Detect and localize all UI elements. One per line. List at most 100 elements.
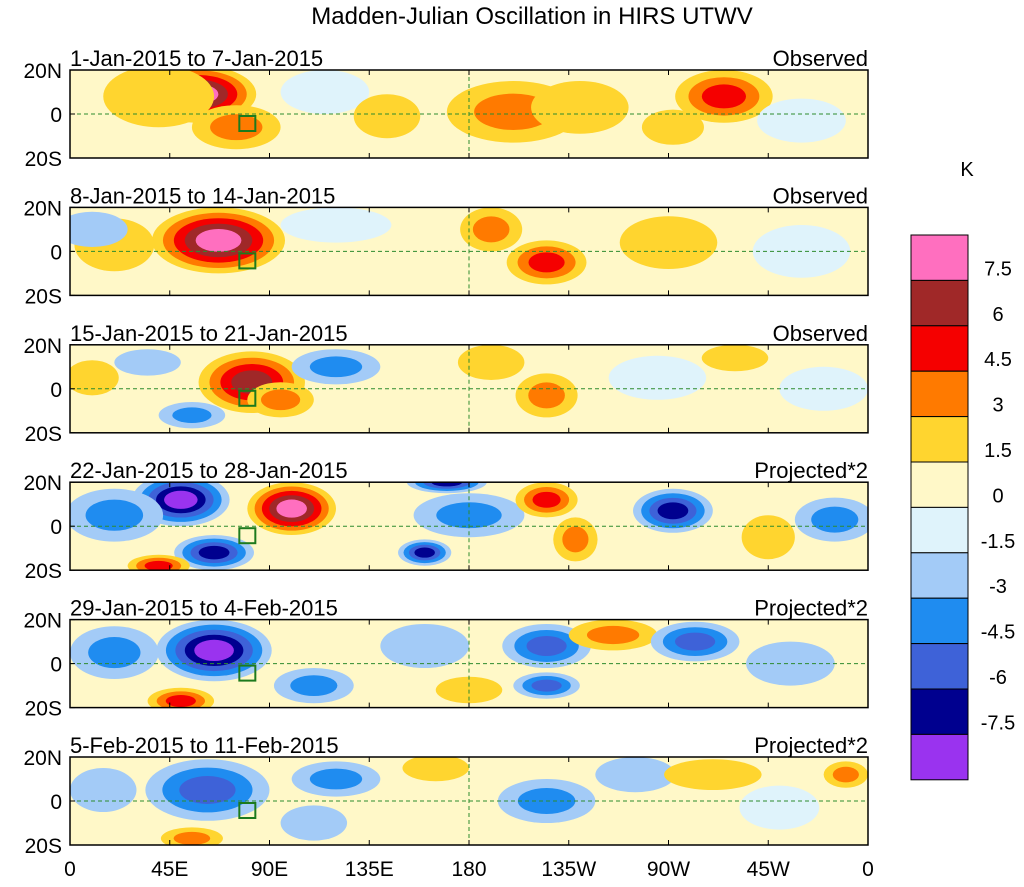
anomaly-field: [103, 70, 846, 150]
anomaly-blob: [741, 515, 795, 560]
colorbar-swatch: [910, 370, 969, 418]
y-tick-label: 20S: [25, 560, 62, 583]
map-panel: 20N 0 20S 29-Jan-2015 to 4-Feb-2015 Projecte…: [23, 596, 869, 721]
anomaly-blob: [247, 482, 336, 535]
y-tick-label: 0: [50, 104, 62, 127]
contour-band: [739, 785, 820, 830]
anomaly-blob: [145, 759, 270, 821]
anomaly-blob: [633, 488, 713, 533]
contour-band: [619, 216, 718, 269]
contour-band: [664, 759, 762, 790]
contour-band: [165, 695, 196, 707]
y-tick-label: 20N: [23, 472, 62, 495]
anomaly-field: [70, 619, 835, 708]
anomaly-blob: [147, 687, 215, 708]
panel-period-label: 15-Jan-2015 to 21-Jan-2015: [70, 321, 348, 346]
anomaly-blob: [114, 349, 181, 376]
contour-band: [832, 766, 859, 783]
contour-band: [210, 114, 263, 141]
contour-band: [779, 366, 868, 411]
anomaly-blob: [280, 207, 392, 243]
y-tick-label: 0: [50, 241, 62, 264]
anomaly-blob: [160, 827, 223, 845]
contour-band: [528, 382, 565, 409]
contour-band: [757, 98, 846, 143]
y-tick-label: 20S: [25, 423, 62, 446]
colorbar-swatch: [910, 643, 969, 690]
colorbar-label: 4.5: [984, 349, 1012, 371]
y-tick-label: 20N: [23, 747, 62, 770]
colorbar-swatch: [910, 416, 969, 463]
contour-band: [457, 344, 525, 380]
anomaly-blob: [513, 672, 580, 699]
panel-kind-label: Projected*2: [754, 458, 868, 483]
anomaly-blob: [779, 366, 868, 411]
contour-band: [746, 641, 835, 686]
colorbar-units: K: [960, 159, 974, 181]
contour-band: [532, 491, 561, 508]
y-tick-label: 20N: [23, 335, 62, 358]
anomaly-blob: [353, 94, 421, 139]
contour-band: [562, 526, 589, 553]
panel-kind-label: Projected*2: [754, 596, 868, 621]
contour-band: [586, 625, 640, 645]
y-tick-label: 20S: [25, 285, 62, 308]
contour-band: [309, 768, 363, 790]
anomaly-blob: [568, 619, 658, 651]
contour-band: [811, 506, 859, 533]
colorbar-swatch: [910, 597, 969, 645]
colorbar-label: 0: [992, 485, 1003, 507]
colorbar-swatch: [910, 234, 969, 281]
anomaly-blob: [595, 757, 676, 793]
x-tick-label: 90E: [251, 858, 288, 881]
reference-box: [238, 252, 257, 270]
y-tick-label: 20S: [25, 148, 62, 171]
x-tick-label: 0: [862, 858, 874, 881]
anomaly-blob: [291, 761, 381, 797]
map-panel: 20N 0 20S 1-Jan-2015 to 7-Jan-2015 Observed: [23, 46, 869, 171]
anomaly-blob: [406, 482, 487, 494]
anomaly-blob: [158, 402, 226, 429]
anomaly-blob: [457, 344, 525, 380]
colorbar-swatch: [910, 461, 969, 508]
contour-band: [595, 757, 676, 793]
colorbar-swatch: [910, 325, 969, 372]
x-tick-label: 45E: [151, 858, 188, 881]
contour-band: [641, 109, 704, 145]
anomaly-blob: [70, 488, 164, 542]
contour-band: [260, 389, 301, 411]
anomaly-blob: [398, 539, 452, 566]
map-panel: 20N 0 20S 8-Jan-2015 to 14-Jan-2015 Observed: [23, 183, 869, 308]
contour-band: [290, 675, 338, 696]
anomaly-blob: [531, 81, 629, 134]
panel-period-label: 29-Jan-2015 to 4-Feb-2015: [70, 596, 338, 621]
panel-period-label: 8-Jan-2015 to 14-Jan-2015: [70, 183, 335, 208]
colorbar-label: 3: [992, 395, 1003, 417]
panel-kind-label: Projected*2: [754, 733, 868, 758]
anomaly-blob: [823, 761, 868, 788]
anomaly-blob: [280, 70, 370, 114]
colorbar-swatch: [910, 506, 969, 554]
panel-kind-label: Observed: [773, 321, 868, 346]
colorbar-label: -6: [989, 667, 1007, 689]
y-tick-label: 20N: [23, 60, 62, 83]
map-panel: 20N 0 20S 5-Feb-2015 to 11-Feb-2015 Projecte…: [23, 733, 869, 858]
anomaly-blob: [70, 626, 159, 679]
x-tick-label: 90W: [647, 858, 690, 881]
contour-band: [276, 499, 307, 518]
anomaly-blob: [152, 207, 286, 274]
anomaly-blob: [280, 805, 348, 841]
x-tick-label: 0: [64, 858, 76, 881]
contour-band: [309, 356, 363, 378]
contour-band: [531, 679, 562, 692]
reference-box: [238, 802, 257, 819]
contour-band: [172, 407, 212, 423]
anomaly-blob: [675, 70, 773, 123]
contour-band: [675, 632, 716, 651]
y-tick-label: 0: [50, 654, 62, 677]
map-panel: 20N 0 20S 22-Jan-2015 to 28-Jan-2015 Project…: [23, 458, 869, 583]
contour-band: [431, 482, 463, 487]
contour-band: [144, 560, 173, 571]
anomaly-blob: [380, 624, 469, 668]
